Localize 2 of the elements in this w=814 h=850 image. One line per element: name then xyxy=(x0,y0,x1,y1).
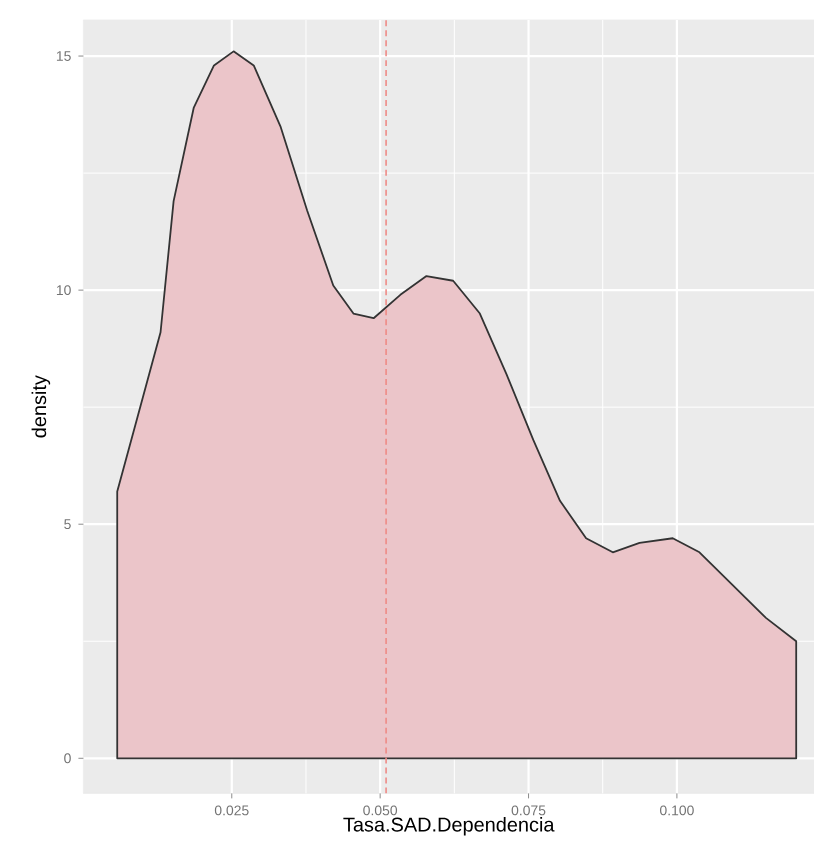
y-axis-title: density xyxy=(31,375,51,438)
x-axis-title: Tasa.SAD.Dependencia xyxy=(343,817,555,836)
